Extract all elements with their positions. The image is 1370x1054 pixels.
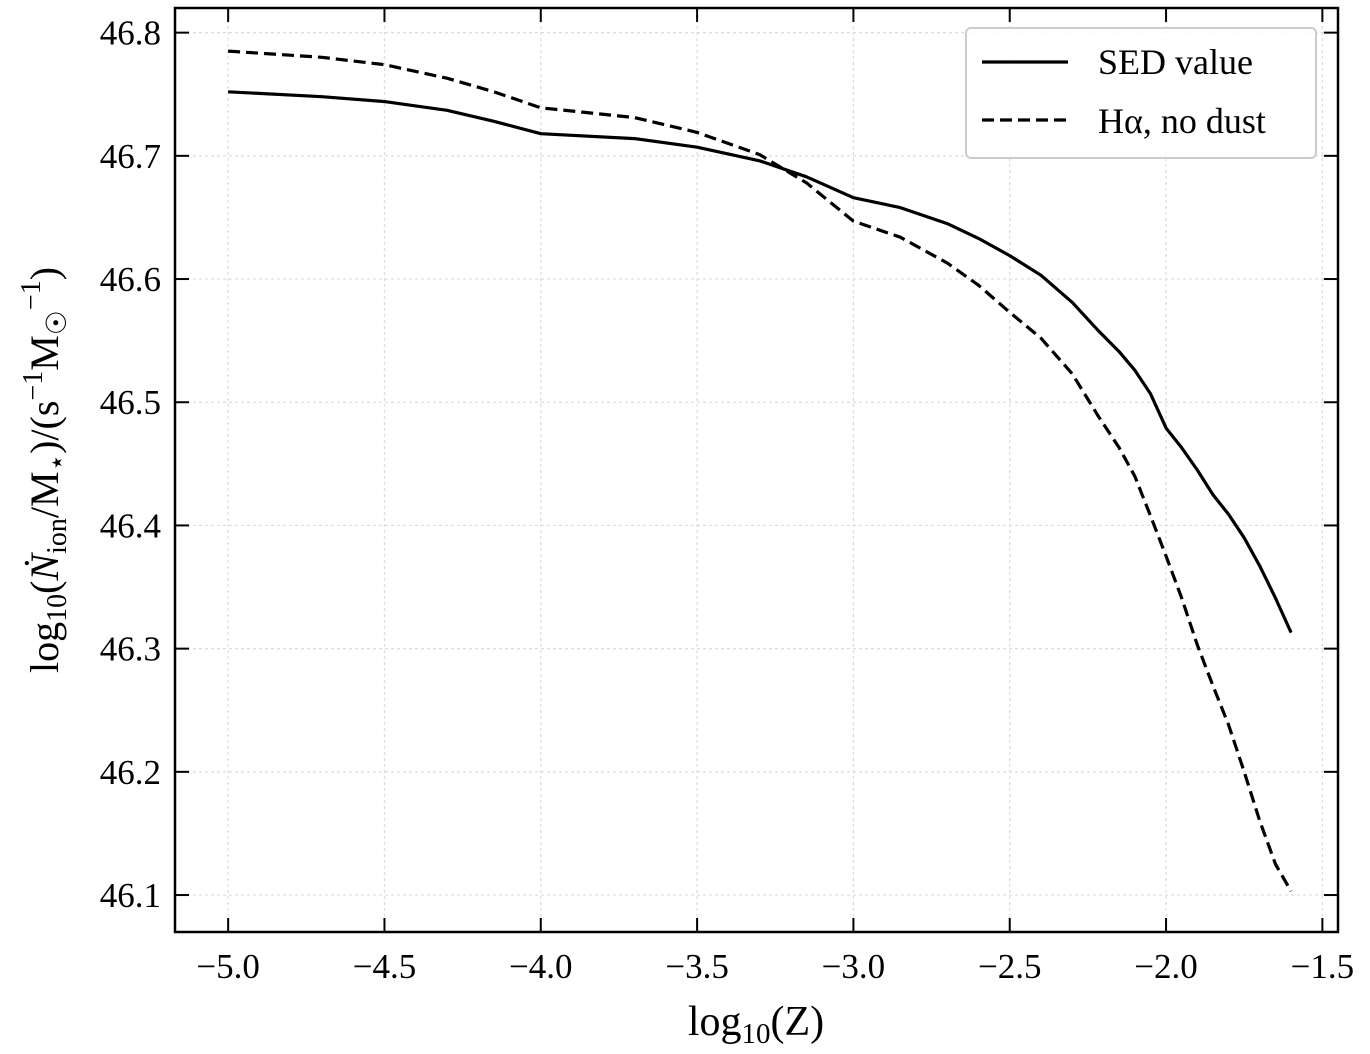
y-axis-label-open: ( (22, 581, 67, 594)
series-line-halpha-no-dust (227, 49, 1293, 893)
legend-label-sed-value: SED value (1098, 42, 1253, 82)
y-axis-label-sup1: −1 (18, 371, 49, 401)
grid (175, 8, 1338, 932)
y-tick-label: 46.1 (100, 876, 161, 915)
plot-frame (173, 6, 1340, 934)
x-tick-labels: −5.0 −4.5 −4.0 −3.5 −3.0 −2.5 −2.0 −1.5 (196, 947, 1354, 986)
x-tick-label: −4.0 (509, 947, 573, 986)
y-axis-label-msun: M (22, 335, 67, 371)
y-axis-label-log: log (22, 622, 67, 673)
y-tick-label: 46.2 (100, 753, 161, 792)
y-axis-label-sub-sun: ☉ (42, 310, 73, 335)
x-axis-label: log10(Z) (688, 999, 824, 1050)
y-tick-label: 46.3 (100, 630, 161, 669)
series-layer (227, 49, 1293, 893)
x-axis-label-text: log (688, 999, 742, 1045)
x-tick-label: −2.5 (978, 947, 1042, 986)
y-axis-label-sup2: −1 (16, 280, 47, 310)
series-line-sed-value (228, 90, 1293, 634)
y-tick-label: 46.4 (100, 506, 161, 545)
x-tick-label: −3.5 (665, 947, 729, 986)
x-tick-label: −2.0 (1134, 947, 1198, 986)
y-axis-label-n: Ṅ (22, 552, 67, 582)
y-axis-label-sub10: 10 (42, 594, 73, 622)
y-axis-label-close: ) (22, 267, 67, 280)
x-tick-label: −5.0 (196, 947, 260, 986)
y-tick-label: 46.8 (100, 14, 161, 53)
y-axis-label-sub-star: ⋆ (42, 454, 73, 472)
y-axis-label-units: )/(s (22, 401, 67, 454)
y-axis-label-mass: /M (22, 471, 67, 518)
legend: SED value Hα, no dust (965, 27, 1317, 159)
x-tick-label: −4.5 (353, 947, 417, 986)
x-tick-label: −1.5 (1291, 947, 1355, 986)
y-tick-labels: 46.1 46.2 46.3 46.4 46.5 46.6 46.7 46.8 (100, 14, 161, 915)
y-axis-label: log10(Ṅion/M⋆)/(s−1M☉−1) (16, 267, 73, 673)
x-tick-label: −3.0 (822, 947, 886, 986)
ticks (175, 8, 1338, 932)
x-axis-label-sub: 10 (742, 1018, 771, 1050)
y-tick-label: 46.5 (100, 383, 161, 422)
y-tick-label: 46.7 (100, 137, 161, 176)
x-axis-label-arg: (Z) (771, 999, 825, 1045)
legend-label-halpha-no-dust: Hα, no dust (1098, 101, 1266, 141)
y-axis-label-sub-ion: ion (42, 518, 73, 554)
y-tick-label: 46.6 (100, 260, 161, 299)
